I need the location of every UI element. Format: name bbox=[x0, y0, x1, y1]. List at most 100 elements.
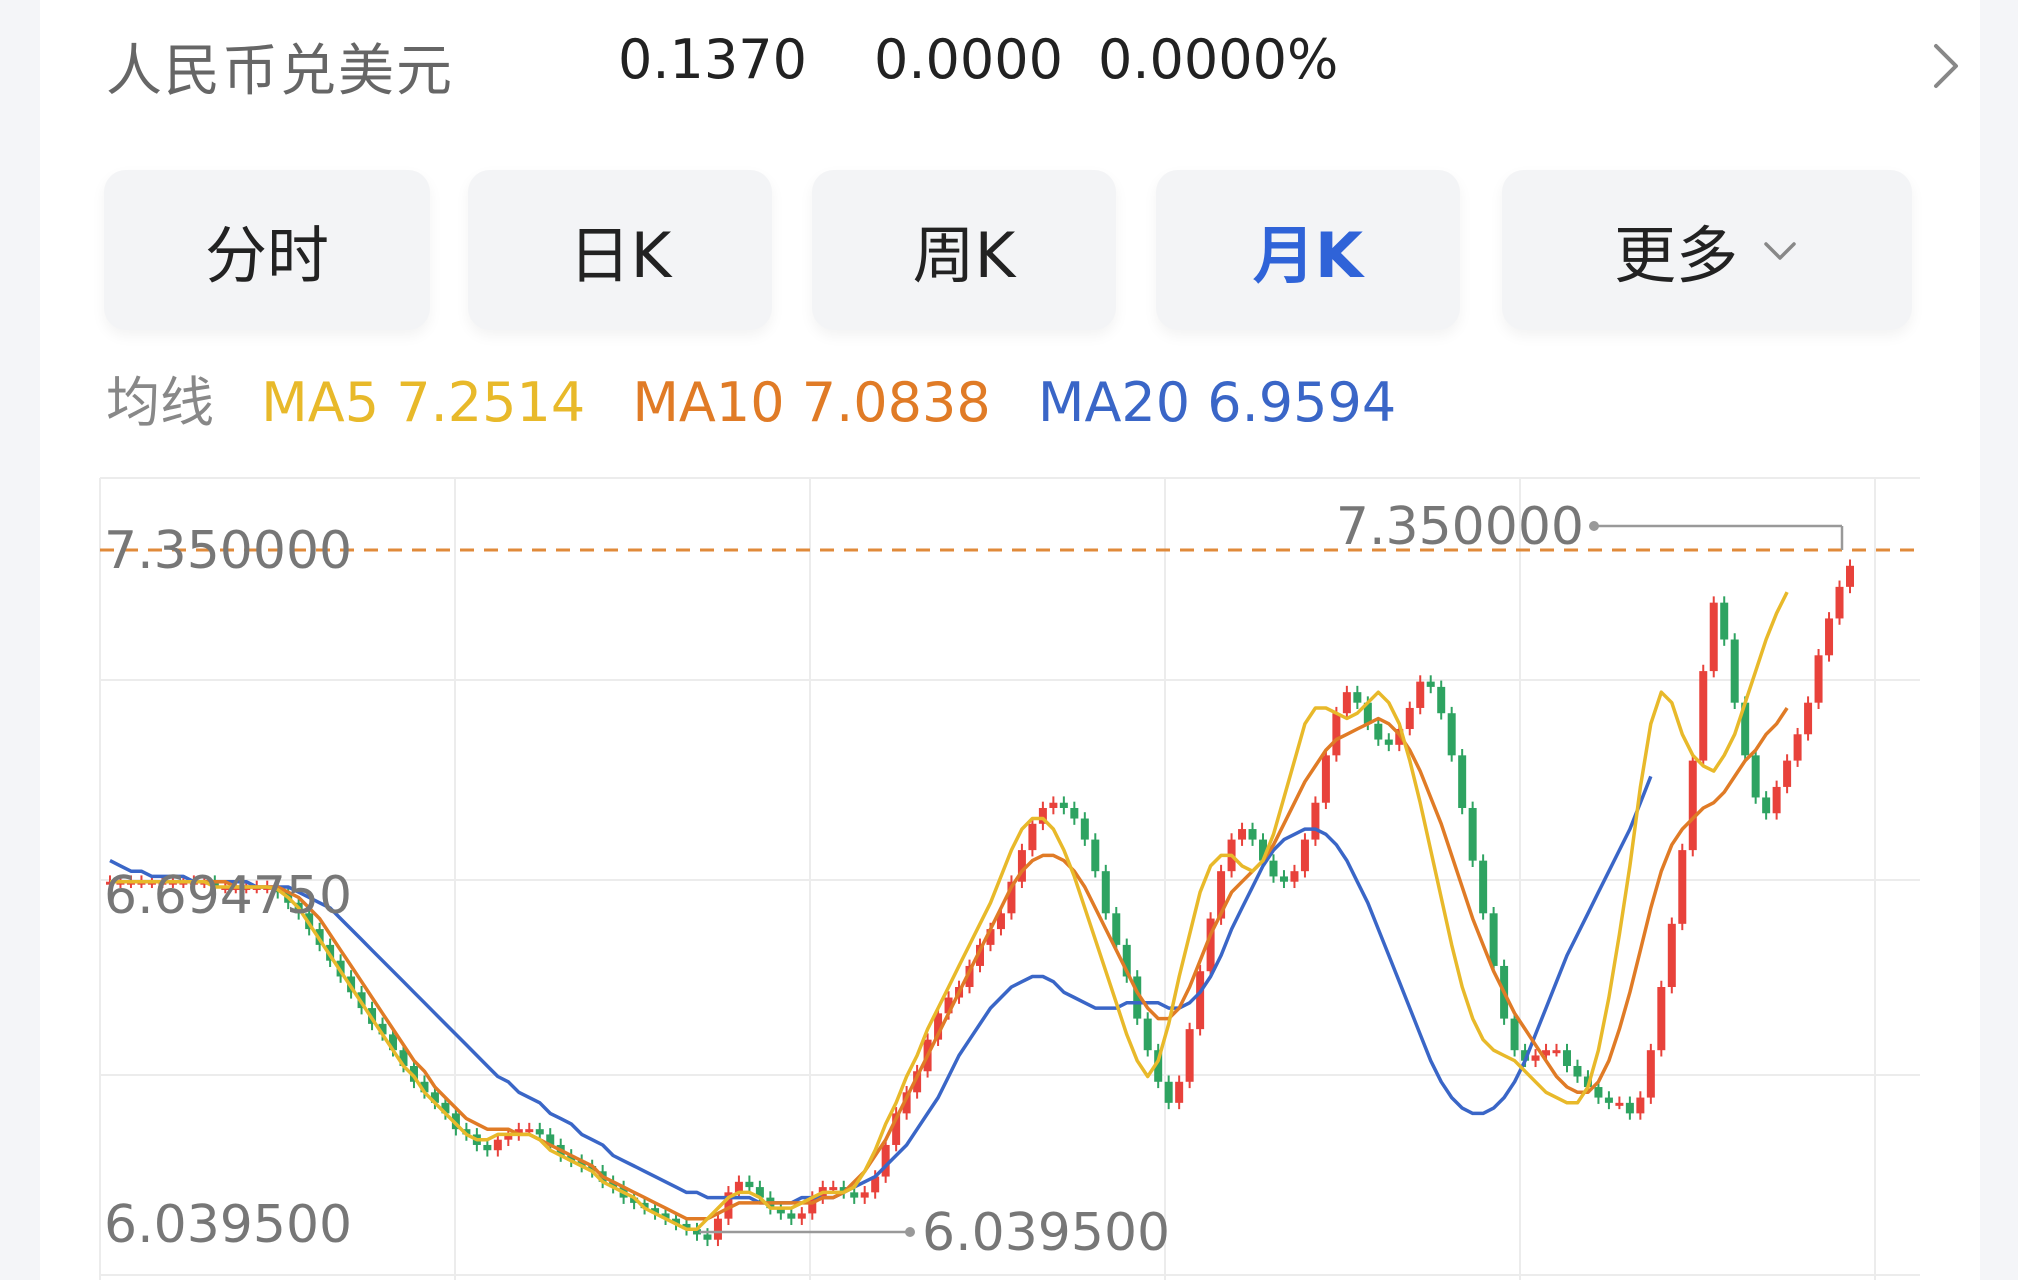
pair-change: 0.0000 bbox=[874, 28, 1063, 91]
candle-body bbox=[871, 1176, 880, 1193]
ma-label: 均线 bbox=[106, 371, 214, 434]
candle-body bbox=[1248, 829, 1257, 840]
candle-body bbox=[1185, 1029, 1194, 1082]
candle-body bbox=[1825, 618, 1834, 656]
candle-body bbox=[1405, 707, 1414, 730]
candle-body bbox=[661, 1213, 670, 1219]
candle-body bbox=[640, 1202, 649, 1209]
tab-label: 周K bbox=[912, 219, 1016, 292]
candle-body bbox=[1741, 702, 1750, 756]
quote-card: 人民币兑美元 0.1370 0.0000 0.0000% 分时 日K 周K 月K… bbox=[40, 0, 1980, 1280]
candle-body bbox=[609, 1181, 618, 1188]
candle-body bbox=[1038, 807, 1047, 824]
max-marker-dot bbox=[1589, 521, 1599, 531]
candle-body bbox=[1479, 860, 1488, 914]
ma5-value: MA5 7.2514 bbox=[261, 371, 586, 434]
candle-body bbox=[1542, 1050, 1551, 1056]
candle-body bbox=[210, 881, 219, 887]
candle-body bbox=[1028, 823, 1037, 851]
candle-body bbox=[1342, 692, 1351, 714]
candle-body bbox=[1363, 702, 1372, 724]
candle-body bbox=[1804, 702, 1813, 735]
candle-body bbox=[389, 1034, 398, 1051]
candle-body bbox=[1678, 850, 1687, 924]
candle-body bbox=[902, 1092, 911, 1114]
quote-header[interactable]: 人民币兑美元 0.1370 0.0000 0.0000% bbox=[106, 20, 1966, 104]
candle-body bbox=[1374, 723, 1383, 740]
ma20-value: MA20 6.9594 bbox=[1037, 371, 1397, 434]
candle-body bbox=[1447, 713, 1456, 756]
tab-weekly-k[interactable]: 周K bbox=[812, 170, 1116, 330]
candle-body bbox=[1772, 786, 1781, 814]
candle-body bbox=[1007, 881, 1016, 914]
candle-body bbox=[1122, 944, 1131, 977]
period-tabs: 分时 日K 周K 月K 更多 bbox=[104, 170, 1984, 330]
candle-body bbox=[1762, 797, 1771, 814]
candle-body bbox=[1521, 1050, 1530, 1061]
candle-body bbox=[703, 1234, 712, 1240]
candle-body bbox=[1562, 1050, 1571, 1066]
tab-daily-k[interactable]: 日K bbox=[468, 170, 772, 330]
candle-body bbox=[1259, 839, 1268, 861]
tab-label: 更多 bbox=[1613, 219, 1738, 292]
candle-body bbox=[525, 1129, 534, 1133]
kline-chart-svg: 7.350000 6.694750 6.039500 7.350000 6.039500 bbox=[99, 477, 1920, 1280]
tab-label: 月K bbox=[1252, 219, 1364, 292]
candle-body bbox=[1321, 755, 1330, 803]
candle-body bbox=[1437, 686, 1446, 714]
y-axis-tick-label: 7.350000 bbox=[104, 521, 352, 581]
candle-body bbox=[1489, 913, 1498, 966]
kline-chart[interactable]: 7.350000 6.694750 6.039500 7.350000 6.039500 bbox=[0, 470, 2018, 1280]
ma5-line bbox=[110, 591, 1789, 1231]
chevron-right-icon[interactable] bbox=[1926, 36, 1966, 96]
y-axis-tick-label: 6.694750 bbox=[104, 866, 352, 926]
candle-body bbox=[462, 1129, 471, 1135]
candle-body bbox=[1311, 802, 1320, 840]
candle-body bbox=[724, 1192, 733, 1219]
candle-body bbox=[1468, 807, 1477, 861]
candle-body bbox=[787, 1213, 796, 1219]
candle-body bbox=[1091, 839, 1100, 872]
candle-body bbox=[1573, 1065, 1582, 1077]
candle-body bbox=[1594, 1087, 1603, 1098]
candle-body bbox=[451, 1113, 460, 1130]
candle-body bbox=[986, 929, 995, 945]
candle-body bbox=[1646, 1050, 1655, 1098]
candle-body bbox=[1667, 923, 1676, 988]
candle-body bbox=[797, 1213, 806, 1219]
candle-body bbox=[829, 1187, 838, 1191]
candle-body bbox=[1300, 839, 1309, 872]
candle-body bbox=[420, 1081, 429, 1093]
candle-body bbox=[672, 1218, 681, 1224]
candle-body bbox=[1133, 976, 1142, 1019]
candle-body bbox=[1688, 760, 1697, 851]
candle-body bbox=[881, 1144, 890, 1177]
candle-body bbox=[1059, 802, 1068, 808]
candle-body bbox=[493, 1139, 502, 1151]
candle-body bbox=[1835, 586, 1844, 619]
candle-body bbox=[1353, 692, 1362, 703]
pair-price: 0.1370 bbox=[618, 28, 807, 91]
candle-body bbox=[734, 1181, 743, 1193]
candle-body bbox=[514, 1129, 523, 1135]
candle-body bbox=[944, 997, 953, 1014]
candle-body bbox=[808, 1197, 817, 1214]
candle-body bbox=[976, 944, 984, 966]
candle-body bbox=[483, 1144, 492, 1151]
candle-body bbox=[1238, 829, 1247, 840]
candle-body bbox=[1080, 818, 1089, 840]
candle-body bbox=[1814, 655, 1823, 703]
min-value-label: 6.039500 bbox=[922, 1203, 1170, 1263]
candle-body bbox=[1510, 1018, 1519, 1051]
candle-body bbox=[1615, 1102, 1624, 1106]
candle-body bbox=[1279, 876, 1288, 882]
candle-body bbox=[651, 1208, 660, 1214]
candle-body bbox=[692, 1229, 701, 1235]
pair-name: 人民币兑美元 bbox=[106, 39, 454, 104]
candle-body bbox=[1175, 1081, 1184, 1103]
tab-intraday[interactable]: 分时 bbox=[104, 170, 430, 330]
tab-more[interactable]: 更多 bbox=[1502, 170, 1912, 330]
candle-body bbox=[1049, 802, 1058, 808]
tab-monthly-k[interactable]: 月K bbox=[1156, 170, 1460, 330]
candle-body bbox=[1206, 918, 1215, 972]
